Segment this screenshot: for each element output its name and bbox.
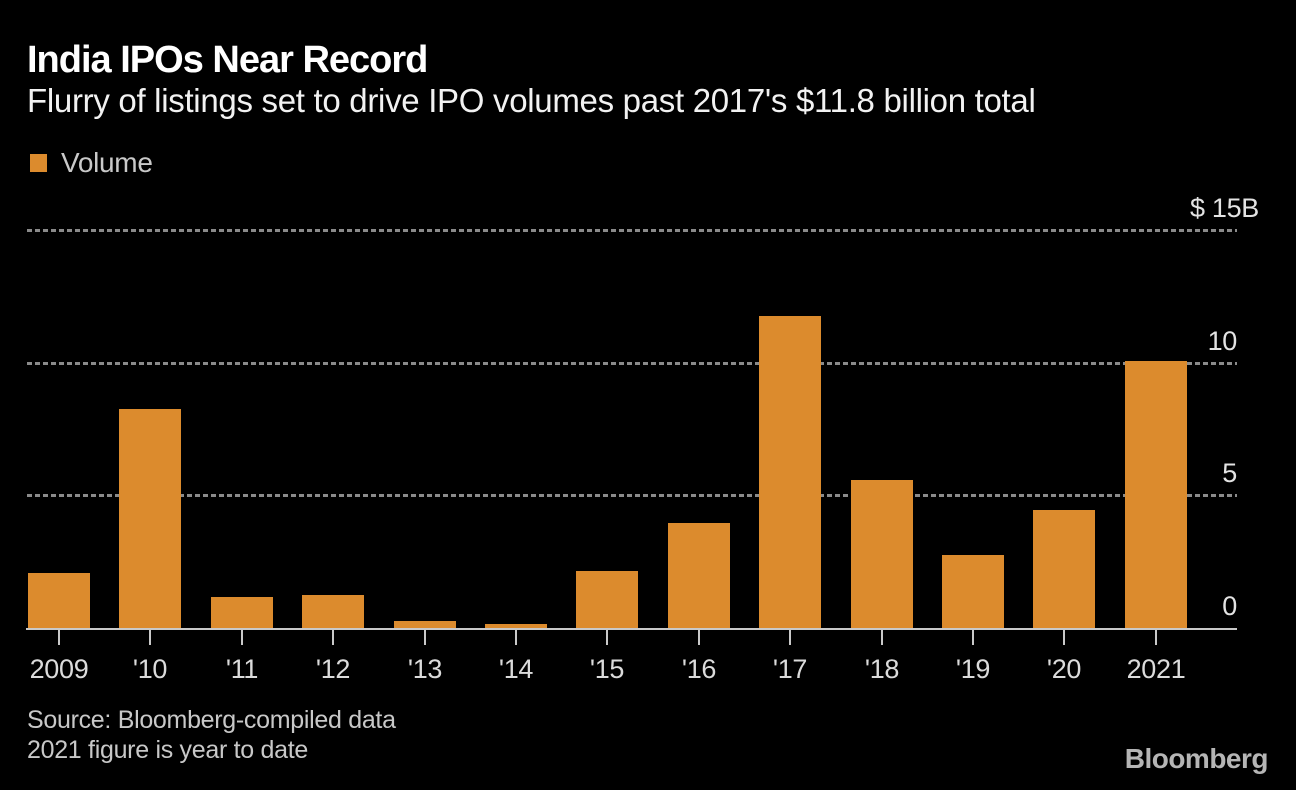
bar-20 [1033,510,1095,629]
gridline-15 [27,229,1237,232]
bar-14 [485,624,547,629]
x-axis-tick-11 [241,630,243,645]
chart-subtitle: Flurry of listings set to drive IPO volu… [27,82,1036,119]
x-axis-tick-10 [149,630,151,645]
gridline-10 [27,361,1237,365]
bloomberg-logo: Bloomberg [1124,743,1269,774]
x-axis-label-16: '16 [681,654,717,684]
x-axis-label-2021: 2021 [1126,654,1186,684]
x-axis-label-19: '19 [955,654,991,684]
y-axis-label-15: $ 15B [1189,193,1259,223]
x-axis-tick-2009 [58,630,60,645]
x-axis-tick-13 [424,630,426,645]
x-axis-label-18: '18 [864,654,900,684]
legend-swatch-icon [30,154,47,172]
bar-2009 [28,573,90,629]
legend: Volume [30,146,153,180]
bar-13 [394,621,456,629]
x-axis-label-2009: 2009 [29,654,89,684]
bar-12 [302,595,364,629]
bar-2021 [1125,361,1187,629]
x-axis-label-12: '12 [315,654,351,684]
y-axis-label-0: 0 [1222,591,1237,621]
y-axis-label-5: 5 [1222,458,1237,489]
x-axis-label-11: '11 [225,654,259,684]
x-axis-tick-17 [789,630,791,645]
x-axis-tick-2021 [1155,630,1157,645]
x-axis-tick-20 [1063,630,1065,645]
bar-19 [942,555,1004,629]
x-axis-tick-18 [881,630,883,645]
x-axis-tick-15 [606,630,608,645]
source-note: Source: Bloomberg-compiled data 2021 fig… [27,705,396,765]
gridline-5 [27,494,1237,498]
x-axis-label-15: '15 [589,654,625,684]
bar-16 [668,523,730,629]
x-axis-tick-12 [332,630,334,645]
x-axis-label-10: '10 [132,654,168,684]
x-axis-tick-16 [698,630,700,645]
x-axis-tick-19 [972,630,974,645]
x-axis-label-14: '14 [498,654,534,684]
bar-11 [211,597,273,629]
bar-15 [576,571,638,629]
x-axis-line [26,628,1237,630]
legend-label: Volume [61,147,153,178]
y-axis-label-10: 10 [1207,325,1238,356]
source-line-2: 2021 figure is year to date [27,736,308,764]
bar-10 [119,409,181,629]
chart-title: India IPOs Near Record [27,39,428,81]
bar-17 [759,316,821,629]
bar-18 [851,480,913,629]
x-axis-label-13: '13 [407,654,443,684]
x-axis-label-17: '17 [772,654,808,684]
x-axis-tick-14 [515,630,517,645]
x-axis-label-20: '20 [1046,654,1082,684]
source-line-1: Source: Bloomberg-compiled data [27,706,396,734]
